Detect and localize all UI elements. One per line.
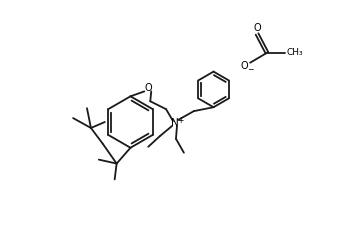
Text: N: N (171, 118, 179, 128)
Text: O: O (240, 61, 248, 71)
Text: +: + (177, 116, 183, 124)
Text: O: O (144, 84, 152, 94)
Text: O: O (253, 23, 261, 33)
Text: CH₃: CH₃ (286, 48, 303, 57)
Text: −: − (247, 65, 253, 74)
